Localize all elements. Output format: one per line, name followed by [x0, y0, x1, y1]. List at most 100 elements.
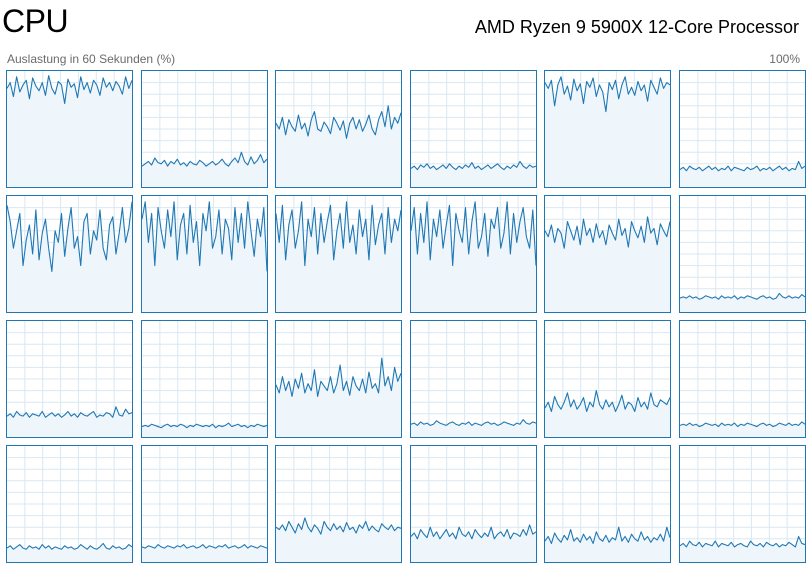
- core-graph-8: [275, 195, 403, 313]
- core-graph-21: [409, 445, 537, 563]
- graph-gridlines: [679, 196, 805, 312]
- utilization-line: [7, 201, 132, 272]
- core-graph-svg: [7, 196, 132, 312]
- core-graph-svg: [410, 321, 536, 437]
- core-graph-12: [6, 320, 133, 438]
- utilization-area: [545, 390, 671, 437]
- utilization-area: [276, 358, 402, 437]
- core-graph-svg: [410, 446, 536, 562]
- utilization-area: [410, 161, 536, 187]
- utilization-area: [7, 543, 132, 562]
- core-graphs-grid: [6, 70, 806, 569]
- utilization-axis-label: Auslastung in 60 Sekunden (%): [7, 52, 176, 66]
- utilization-line: [276, 201, 402, 267]
- graph-gridlines: [141, 446, 267, 562]
- core-graph-svg: [276, 446, 402, 562]
- graph-gridlines: [7, 446, 132, 562]
- utilization-line: [141, 151, 267, 167]
- core-graph-svg: [7, 446, 132, 562]
- utilization-line: [141, 201, 267, 272]
- utilization-area: [141, 152, 267, 187]
- utilization-area: [545, 76, 671, 187]
- core-graph-svg: [7, 71, 132, 187]
- utilization-line: [410, 419, 536, 426]
- utilization-area: [141, 544, 267, 562]
- core-graph-1: [140, 70, 268, 188]
- core-graph-11: [678, 195, 806, 313]
- utilization-area: [7, 75, 132, 187]
- utilization-area: [7, 201, 132, 312]
- utilization-area: [276, 517, 402, 562]
- utilization-line: [141, 544, 267, 549]
- utilization-area: [679, 536, 805, 562]
- core-graph-svg: [545, 321, 671, 437]
- utilization-area: [679, 293, 805, 312]
- core-graph-svg: [141, 71, 267, 187]
- utilization-line: [545, 216, 671, 249]
- utilization-area: [276, 105, 402, 187]
- core-graph-0: [6, 70, 133, 188]
- utilization-line: [276, 105, 402, 139]
- utilization-line: [276, 517, 402, 535]
- core-graph-svg: [276, 196, 402, 312]
- utilization-line: [545, 390, 671, 413]
- utilization-area: [410, 419, 536, 437]
- core-graph-svg: [679, 446, 805, 562]
- core-graph-18: [6, 445, 133, 563]
- core-graph-svg: [679, 321, 805, 437]
- utilization-area: [276, 201, 402, 312]
- core-graph-19: [140, 445, 268, 563]
- graph-gridlines: [410, 71, 536, 187]
- core-graph-17: [678, 320, 806, 438]
- core-graph-9: [409, 195, 537, 313]
- utilization-line: [276, 357, 402, 397]
- core-graph-svg: [276, 321, 402, 437]
- utilization-line: [141, 422, 267, 429]
- utilization-area: [141, 201, 267, 312]
- graph-gridlines: [410, 321, 536, 437]
- utilization-line: [679, 292, 805, 300]
- core-graph-svg: [679, 196, 805, 312]
- utilization-line: [679, 421, 805, 428]
- core-graph-svg: [545, 446, 671, 562]
- utilization-line: [410, 160, 536, 171]
- core-graph-svg: [679, 71, 805, 187]
- core-graph-4: [544, 70, 672, 188]
- core-graph-7: [140, 195, 268, 313]
- processor-name: AMD Ryzen 9 5900X 12-Core Processor: [474, 17, 799, 37]
- utilization-area: [141, 423, 267, 437]
- utilization-area: [679, 161, 805, 187]
- core-graph-svg: [141, 446, 267, 562]
- core-graph-svg: [276, 71, 402, 187]
- core-graph-6: [6, 195, 133, 313]
- core-graph-23: [678, 445, 806, 563]
- utilization-line: [545, 76, 671, 113]
- utilization-line: [7, 75, 132, 105]
- graph-gridlines: [679, 321, 805, 437]
- utilization-line: [7, 406, 132, 418]
- core-graph-13: [140, 320, 268, 438]
- core-graph-svg: [410, 196, 536, 312]
- core-graph-3: [409, 70, 537, 188]
- page-title: CPU: [2, 3, 69, 39]
- utilization-line: [410, 524, 536, 540]
- utilization-line: [7, 542, 132, 550]
- core-graph-16: [544, 320, 672, 438]
- core-graph-svg: [141, 321, 267, 437]
- utilization-line: [410, 201, 536, 267]
- core-graph-svg: [545, 196, 671, 312]
- core-graph-svg: [141, 196, 267, 312]
- utilization-area: [545, 527, 671, 562]
- utilization-max-label: 100%: [769, 52, 800, 66]
- utilization-line: [679, 535, 805, 548]
- core-graph-svg: [7, 321, 132, 437]
- core-graph-svg: [410, 71, 536, 187]
- utilization-area: [679, 421, 805, 437]
- utilization-line: [679, 160, 805, 172]
- core-graph-20: [275, 445, 403, 563]
- utilization-line: [545, 526, 671, 544]
- graph-gridlines: [141, 321, 267, 437]
- core-graph-22: [544, 445, 672, 563]
- utilization-area: [410, 524, 536, 562]
- core-graph-14: [275, 320, 403, 438]
